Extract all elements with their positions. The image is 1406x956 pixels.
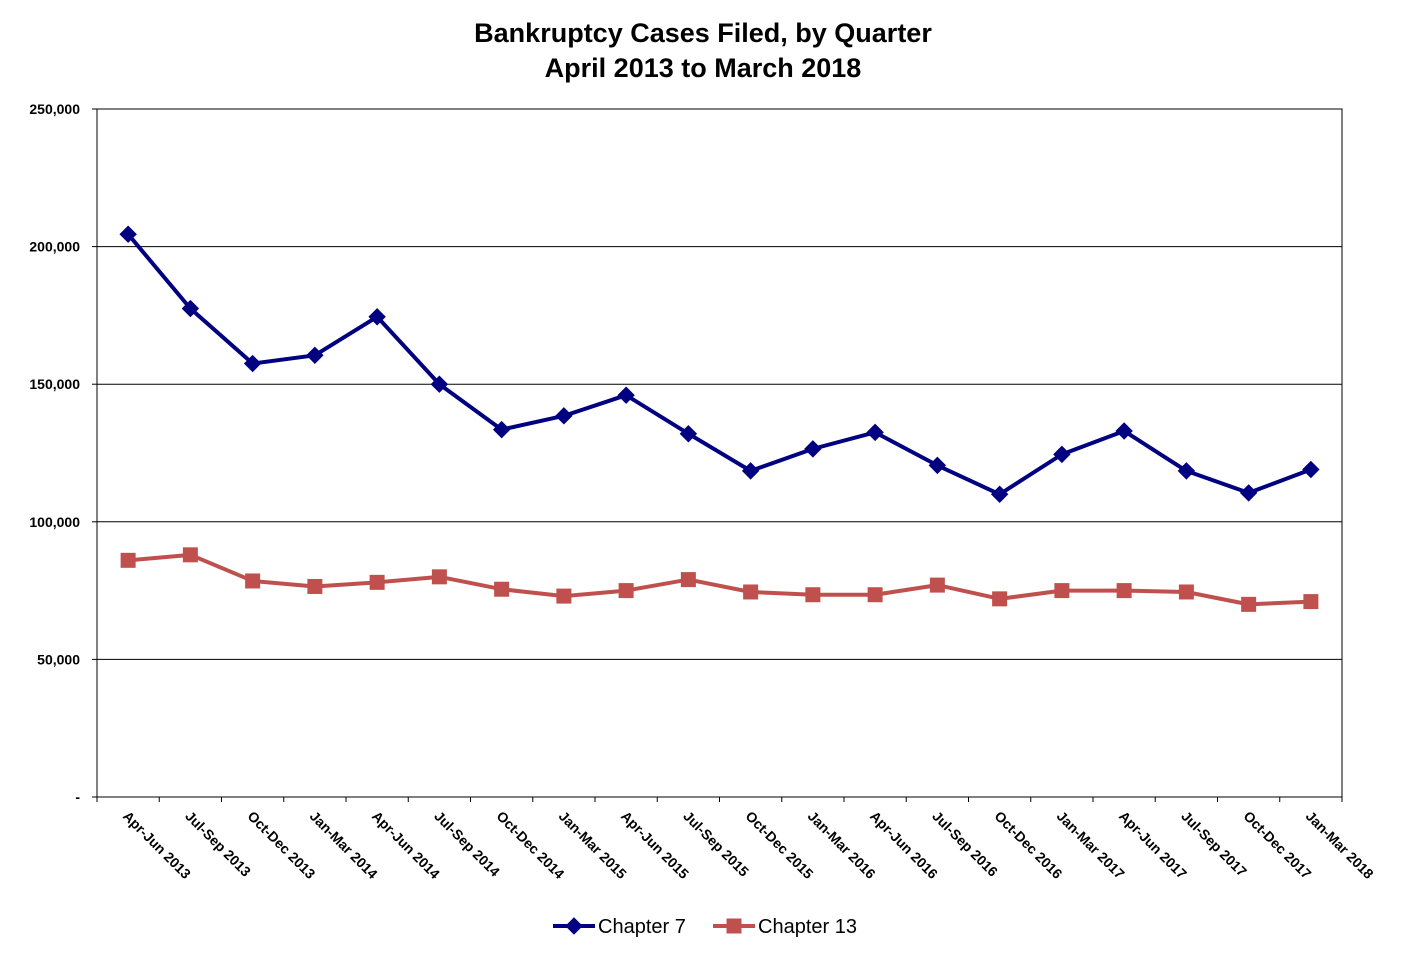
legend-label-chapter-7: Chapter 7 — [598, 916, 686, 938]
chapter-13-point — [182, 547, 198, 563]
chapter-13-point — [369, 574, 385, 590]
chapter-7-point — [555, 407, 573, 425]
chapter-7-point — [1115, 422, 1133, 440]
chapter-7-point — [1302, 460, 1320, 479]
chapter-7-point — [368, 308, 386, 326]
chapter-13-point — [1116, 583, 1132, 599]
y-tick-label: 200,000 — [29, 239, 80, 255]
chart-subtitle: April 2013 to March 2018 — [544, 53, 862, 83]
chapter-7-point — [866, 423, 884, 442]
chapter-13-point — [992, 591, 1008, 607]
legend-marker-chapter-13 — [726, 918, 742, 934]
legend-label-chapter-13: Chapter 13 — [758, 916, 857, 938]
chapter-13-point — [1303, 594, 1319, 610]
chapter-13-line — [127, 552, 1311, 607]
chapter-7-point — [1053, 445, 1071, 464]
chapter-7-point — [679, 425, 698, 443]
chapter-13-point — [556, 588, 572, 604]
chapter-7-point — [181, 299, 200, 318]
chapter-13-point — [494, 581, 510, 597]
chapter-13-point — [431, 569, 447, 585]
chapter-7-point — [492, 420, 511, 439]
chapter-7-point — [119, 225, 137, 243]
chapter-7-point — [990, 485, 1009, 503]
chapter-7-line — [126, 232, 1312, 497]
chapter-13-point — [120, 552, 136, 568]
chapter-7-point — [804, 440, 822, 458]
chapter-7-point — [430, 375, 449, 393]
chapter-7-point — [243, 354, 262, 373]
y-tick-label: - — [75, 789, 80, 805]
chapter-13-point — [618, 583, 634, 599]
chapter-7-point — [1177, 462, 1196, 480]
chapter-13-point — [245, 573, 261, 589]
chapter-13-point — [1178, 584, 1194, 600]
y-tick-label: 100,000 — [29, 514, 80, 530]
chapter-7-point — [741, 462, 760, 480]
y-tick-label: 150,000 — [29, 376, 80, 392]
chapter-13-point — [867, 587, 883, 603]
chart-title: Bankruptcy Cases Filed, by Quarter — [474, 18, 932, 48]
chapter-7-point — [617, 386, 635, 404]
chapter-7-point — [928, 456, 947, 475]
y-tick-label: 50,000 — [37, 651, 80, 667]
legend-marker-chapter-7 — [565, 917, 583, 935]
chapter-13-point — [1241, 596, 1257, 612]
chapter-13-point — [743, 584, 759, 600]
chapter-13-point — [1054, 583, 1070, 599]
chapter-13-point — [805, 587, 821, 603]
y-tick-label: 250,000 — [29, 101, 80, 117]
chapter-13-point — [307, 578, 323, 594]
chapter-7-point — [306, 346, 324, 365]
chapter-13-point — [929, 577, 945, 593]
chapter-7-point — [1239, 484, 1258, 502]
chapter-13-point — [680, 572, 696, 588]
